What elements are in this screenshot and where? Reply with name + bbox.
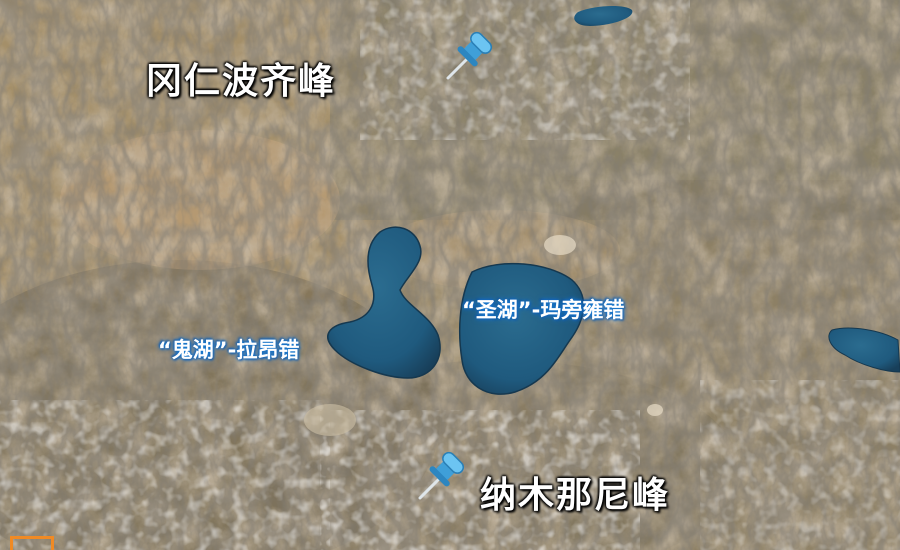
- lake-label-la-ang-cuo: “鬼湖”-拉昂错: [158, 338, 300, 362]
- map-pin-icon[interactable]: [412, 446, 472, 506]
- corner-marker: [10, 536, 54, 550]
- lake-la-ang-cuo: [327, 226, 441, 379]
- lake-north: [574, 6, 633, 26]
- lake-label-mapang-yong-cuo: “圣湖”-玛旁雍错: [462, 298, 625, 322]
- lake-mapang-yong-cuo: [459, 262, 585, 395]
- lake-east: [828, 327, 900, 373]
- peak-label-kailash: 冈仁波齐峰: [146, 61, 337, 102]
- map-pin-icon[interactable]: [440, 26, 500, 86]
- peak-label-naimonanyi: 纳木那尼峰: [480, 475, 671, 516]
